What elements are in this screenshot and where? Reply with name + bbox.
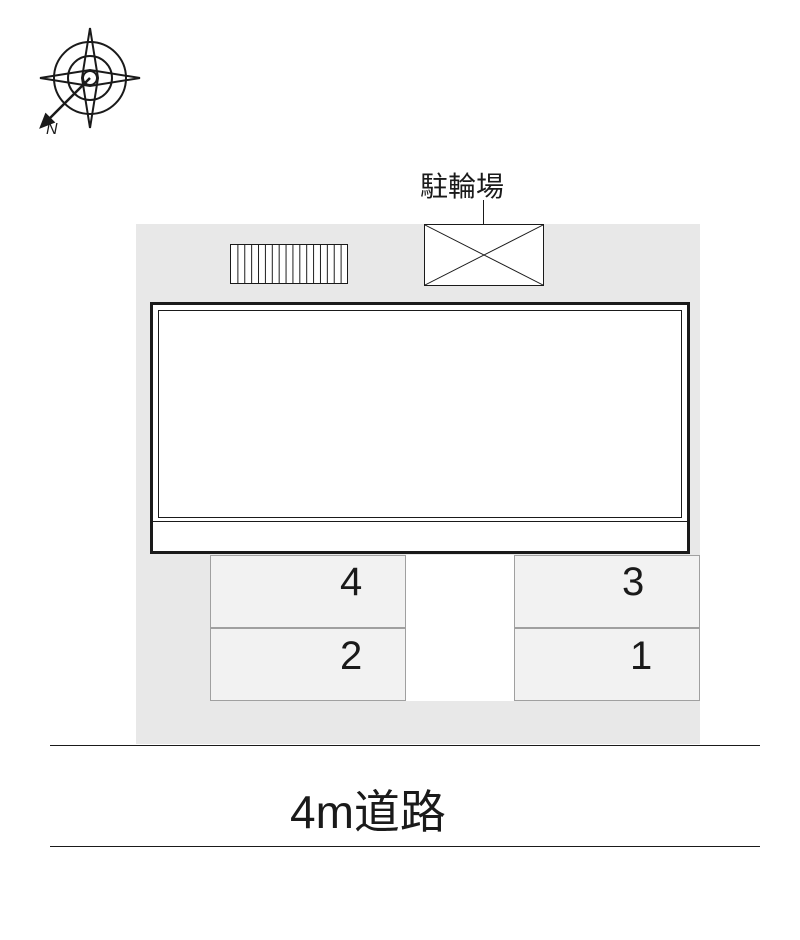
parking-space-4 — [210, 555, 406, 628]
building-porch — [153, 521, 687, 551]
parking-num-2: 2 — [340, 634, 362, 679]
compass-n-label: N — [46, 121, 58, 138]
bike-parking-label: 駐輪場 — [420, 165, 504, 205]
walkway — [406, 555, 514, 701]
parking-num-4: 4 — [340, 560, 362, 605]
road-label: 4m道路 — [290, 776, 446, 842]
building-inner — [158, 310, 682, 518]
parking-space-3 — [514, 555, 700, 628]
parking-num-3: 3 — [622, 560, 644, 605]
equipment-box — [230, 244, 348, 284]
road-line-top — [50, 745, 760, 746]
parking-space-2 — [210, 628, 406, 701]
parking-space-1 — [514, 628, 700, 701]
road-line-bottom — [50, 846, 760, 847]
parking-num-1: 1 — [630, 634, 652, 679]
compass-icon: N — [30, 18, 150, 138]
bike-parking-box — [424, 224, 544, 286]
